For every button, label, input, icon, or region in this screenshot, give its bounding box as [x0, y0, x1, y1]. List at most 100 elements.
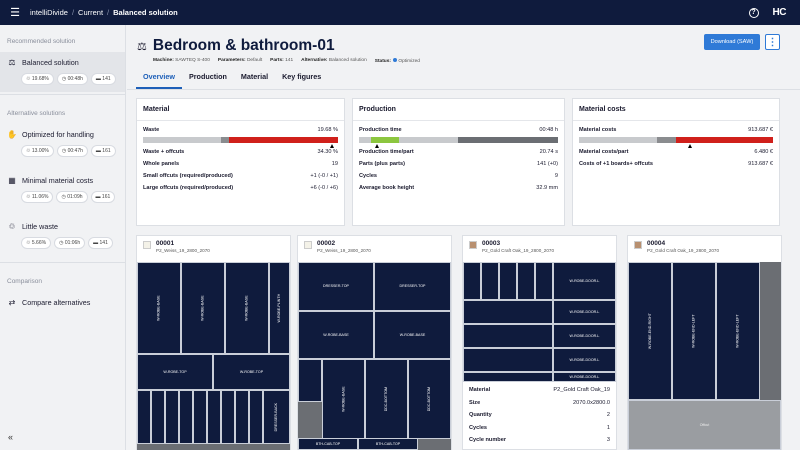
sidebar-item-min-cost[interactable]: ▦ Minimal material costs ♲ 11.06% ◷ 01:09… — [0, 170, 125, 210]
material-swatch — [143, 241, 151, 249]
part-piece[interactable]: W-ROBE-END-RIGHT — [628, 262, 672, 400]
part-piece[interactable] — [165, 390, 179, 444]
part-piece[interactable] — [499, 262, 517, 300]
kpi-label: Waste + offcuts — [143, 149, 185, 155]
part-piece[interactable]: BTH-CAB-TOP — [358, 438, 418, 450]
part-piece[interactable]: W-ROBE-DOOR-L — [553, 300, 616, 324]
kpi-label: Material costs/part — [579, 149, 629, 155]
part-piece[interactable] — [249, 390, 263, 444]
part-piece[interactable] — [221, 390, 235, 444]
card-title: Material costs — [573, 99, 779, 121]
part-piece[interactable] — [463, 300, 553, 324]
part-piece[interactable] — [463, 348, 553, 372]
part-piece[interactable]: W-ROBE-DOOR-L — [553, 372, 616, 382]
part-piece[interactable]: W-ROBE-END-LEFT — [716, 262, 760, 400]
detail-label: Quantity — [469, 412, 492, 419]
material-costs-value: 913.687 € — [748, 127, 773, 133]
part-piece[interactable]: W-ROBE-BASE — [298, 311, 374, 359]
count-pill: ▬ 141 — [90, 73, 116, 85]
production-time-bar — [359, 137, 558, 148]
waste-pill: ♲ 19.68% — [21, 73, 54, 85]
kpi-value: 19 — [331, 161, 338, 167]
cutting-pattern-card[interactable]: 00002 P2_Weiss_19_2800_2070 DRESSER-TOP D… — [297, 235, 452, 450]
material-costs-label: Material costs — [579, 127, 617, 133]
detail-label: Cycles — [469, 424, 488, 431]
production-time-value: 00:48 h — [539, 127, 558, 133]
sidebar-item-balanced[interactable]: ⚖ Balanced solution ♲ 19.68% ◷ 00:48h ▬ 1… — [0, 52, 125, 92]
part-piece[interactable]: W-ROBE-TOP — [213, 354, 290, 390]
part-piece[interactable]: DRESSER-TOP — [298, 262, 374, 311]
part-piece[interactable]: BTH-CAB-TOP — [298, 438, 358, 450]
collapse-sidebar-icon[interactable]: « — [8, 432, 14, 442]
part-piece[interactable]: W-ROBE-PLINTH — [269, 262, 290, 354]
part-piece[interactable]: W-ROBE-BASE — [181, 262, 225, 354]
cutting-pattern-card[interactable]: 00004 P2_Gold Craft Oak_19_2800_2070 W-RO… — [627, 235, 782, 450]
offcut-piece[interactable]: Offcut — [628, 400, 781, 450]
more-options-button[interactable]: ⋮ — [765, 34, 780, 50]
compare-alternatives-link[interactable]: ⇄ Compare alternatives — [0, 292, 125, 314]
kpi-value: 913.687 € — [748, 161, 773, 167]
breadcrumb-solution: Balanced solution — [113, 8, 178, 17]
part-piece[interactable] — [481, 262, 499, 300]
pattern-details: Material P2_Gold Craft Oak_19 Size 2070.0x… — [463, 384, 616, 447]
help-icon[interactable]: ? — [748, 7, 759, 18]
tab-overview[interactable]: Overview — [136, 72, 182, 89]
sidebar-item-handling[interactable]: ✋ Optimized for handling ♲ 13.00% ◷ 00:47… — [0, 124, 125, 164]
breadcrumb: intelliDivide / Current / Balanced solut… — [30, 8, 178, 17]
detail-value: 2 — [606, 412, 610, 419]
kpi-label: Costs of +1 boards+ offcuts — [579, 161, 653, 167]
kpi-label: Cycles — [359, 173, 378, 179]
part-piece[interactable] — [517, 262, 535, 300]
part-piece[interactable]: DRESSER-TOP — [374, 262, 451, 311]
detail-label: Size — [469, 399, 481, 406]
panel-sheet: W-ROBE-DOOR-L W-ROBE-DOOR-L W-ROBE-DOOR-… — [463, 262, 616, 382]
cutting-pattern-card[interactable]: 00003 P2_Gold Craft Oak_19_2800_2070 W-RO… — [462, 235, 617, 450]
part-piece[interactable]: W-ROBE-BASE — [137, 262, 181, 354]
part-piece[interactable]: W-ROBE-END-LEFT — [672, 262, 716, 400]
pattern-material: P2_Weiss_19_2800_2070 — [317, 248, 371, 253]
download-button[interactable]: Download (SAW) — [704, 34, 760, 50]
breadcrumb-separator: / — [107, 8, 110, 17]
part-piece[interactable]: W-ROBE-BASE — [225, 262, 269, 354]
status-dot — [393, 58, 398, 62]
part-piece[interactable] — [463, 372, 553, 382]
part-piece[interactable] — [207, 390, 221, 444]
part-piece[interactable]: DDC-BOTTOM — [365, 359, 408, 439]
panel-sheet: W-ROBE-BASE W-ROBE-BASE W-ROBE-BASE W-RO… — [137, 262, 290, 450]
part-piece[interactable]: W-ROBE-DOOR-L — [553, 324, 616, 348]
part-piece[interactable]: W-ROBE-DOOR-L — [553, 262, 616, 300]
part-piece[interactable]: DRESSER-BACK — [263, 390, 290, 444]
part-piece[interactable]: W-ROBE-BASE — [374, 311, 451, 359]
cutting-pattern-card[interactable]: 00001 P2_Weiss_19_2800_2070 W-ROBE-BASE W… — [136, 235, 291, 450]
part-piece[interactable] — [179, 390, 193, 444]
part-piece[interactable] — [193, 390, 207, 444]
tab-production[interactable]: Production — [188, 72, 227, 81]
tab-material[interactable]: Material — [240, 72, 269, 81]
compare-label: Compare alternatives — [22, 298, 91, 307]
waste-value: 19.68 % — [317, 127, 338, 133]
pattern-material: P2_Weiss_19_2800_2070 — [156, 248, 210, 253]
part-piece[interactable] — [151, 390, 165, 444]
part-piece[interactable]: W-ROBE-TOP — [137, 354, 213, 390]
card-title: Material — [137, 99, 344, 121]
menu-icon[interactable]: ☰ — [10, 7, 20, 19]
part-piece[interactable] — [235, 390, 249, 444]
part-piece[interactable] — [298, 359, 322, 402]
part-piece[interactable] — [463, 324, 553, 348]
part-piece[interactable] — [535, 262, 553, 300]
part-piece[interactable]: DDC-BOTTOM — [408, 359, 451, 439]
part-piece[interactable] — [463, 262, 481, 300]
count-pill: ▬ 161 — [90, 191, 116, 203]
kpi-value: +1 (-0 / +1) — [310, 173, 338, 179]
scale-icon: ⚖ — [137, 40, 147, 53]
breadcrumb-app[interactable]: intelliDivide — [30, 8, 68, 17]
tab-key-figures[interactable]: Key figures — [282, 72, 322, 81]
detail-value: 1 — [606, 424, 610, 431]
part-piece[interactable] — [137, 390, 151, 444]
alternative-heading: Alternative solutions — [7, 110, 66, 117]
part-piece[interactable]: W-ROBE-BASE — [322, 359, 365, 439]
breadcrumb-current[interactable]: Current — [78, 8, 104, 17]
part-piece[interactable]: W-ROBE-DOOR-L — [553, 348, 616, 372]
detail-label: Material — [469, 387, 491, 394]
sidebar-item-little-waste[interactable]: ♲ Little waste ♲ 5.66% ◷ 01:06h ▬ 141 — [0, 216, 125, 256]
